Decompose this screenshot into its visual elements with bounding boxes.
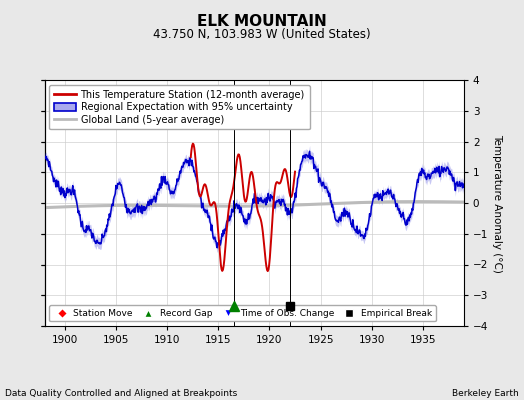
Legend: Station Move, Record Gap, Time of Obs. Change, Empirical Break: Station Move, Record Gap, Time of Obs. C… [49, 305, 436, 322]
Text: Data Quality Controlled and Aligned at Breakpoints: Data Quality Controlled and Aligned at B… [5, 389, 237, 398]
Text: ELK MOUNTAIN: ELK MOUNTAIN [197, 14, 327, 29]
Text: 43.750 N, 103.983 W (United States): 43.750 N, 103.983 W (United States) [153, 28, 371, 41]
Y-axis label: Temperature Anomaly (°C): Temperature Anomaly (°C) [492, 134, 502, 272]
Text: Berkeley Earth: Berkeley Earth [452, 389, 519, 398]
